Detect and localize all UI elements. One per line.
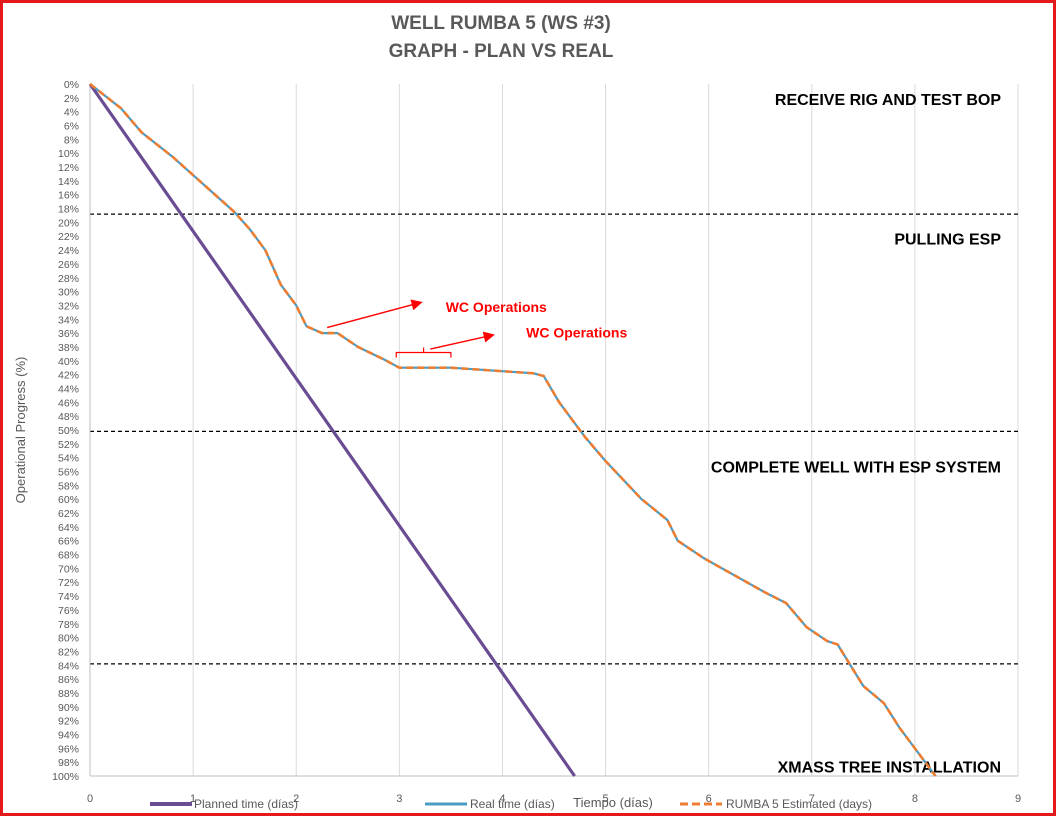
- y-tick-label: 36%: [58, 328, 79, 340]
- y-tick-label: 34%: [58, 314, 79, 326]
- y-tick-label: 86%: [58, 674, 79, 686]
- y-tick-label: 44%: [58, 383, 79, 395]
- x-tick-label: 2: [293, 793, 299, 805]
- y-tick-label: 2%: [64, 93, 79, 105]
- series-line-1: [88, 83, 576, 777]
- x-axis-title: Tiempo (días): [573, 795, 653, 810]
- y-tick-label: 46%: [58, 397, 79, 409]
- y-tick-label: 48%: [58, 411, 79, 423]
- y-tick-label: 84%: [58, 660, 79, 672]
- phase-label: PULLING ESP: [894, 231, 1001, 248]
- chart-title: WELL RUMBA 5 (WS #3): [391, 13, 611, 34]
- y-tick-label: 30%: [58, 287, 79, 299]
- chart-subtitle: GRAPH - PLAN VS REAL: [388, 41, 614, 62]
- y-tick-label: 100%: [52, 771, 79, 783]
- y-tick-label: 94%: [58, 729, 79, 741]
- y-tick-label: 16%: [58, 190, 79, 202]
- y-tick-label: 12%: [58, 162, 79, 174]
- phase-label: RECEIVE RIG AND TEST BOP: [775, 92, 1001, 109]
- y-tick-label: 78%: [58, 619, 79, 631]
- y-tick-label: 72%: [58, 577, 79, 589]
- legend: Planned time (días) Real time (días) RUMBA…: [150, 797, 872, 811]
- y-tick-label: 28%: [58, 273, 79, 285]
- phase-dividers: RECEIVE RIG AND TEST BOP PULLING ESP COMPL…: [90, 92, 1018, 776]
- y-tick-label: 38%: [58, 342, 79, 354]
- x-tick-label: 5: [602, 793, 608, 805]
- legend-label-2: Real time (días): [470, 797, 555, 811]
- annotation-arrow: [430, 331, 495, 350]
- series-line-2: [89, 83, 937, 777]
- y-tick-label: 92%: [58, 716, 79, 728]
- y-tick-label: 42%: [58, 370, 79, 382]
- y-tick-label: 8%: [64, 134, 79, 146]
- annotations: WC Operations WC Operations: [326, 299, 627, 358]
- x-tick-label: 1: [190, 793, 196, 805]
- y-tick-label: 10%: [58, 148, 79, 160]
- y-tick-label: 32%: [58, 300, 79, 312]
- x-tick-label: 9: [1015, 793, 1021, 805]
- annotation-arrow: [326, 299, 423, 329]
- y-tick-label: 90%: [58, 702, 79, 714]
- y-tick-label: 76%: [58, 605, 79, 617]
- y-tick-label: 58%: [58, 480, 79, 492]
- axes: 0% 2% 4% 6%8% 10% 12% 14% 16% 18%20% 22% 24% 26% 28%…: [13, 79, 1021, 810]
- y-tick-label: 74%: [58, 591, 79, 603]
- phase-label: XMASS TREE INSTALLATION: [778, 759, 1001, 776]
- annotation-label: WC Operations: [526, 324, 627, 340]
- y-tick-label: 50%: [58, 425, 79, 437]
- x-tick-label: 0: [87, 793, 93, 805]
- y-axis-title: Operational Progress (%): [13, 357, 28, 504]
- x-tick-label: 3: [396, 793, 402, 805]
- legend-label-1: Planned time (días): [194, 797, 298, 811]
- gridlines: [192, 84, 1019, 776]
- y-tick-label: 62%: [58, 508, 79, 520]
- annotation-brace: [395, 347, 452, 358]
- x-tick-label: 7: [809, 793, 815, 805]
- y-tick-label: 82%: [58, 646, 79, 658]
- y-tick-label: 18%: [58, 204, 79, 216]
- y-tick-label: 26%: [58, 259, 79, 271]
- x-tick-label: 6: [706, 793, 712, 805]
- legend-label-3: RUMBA 5 Estimated (days): [726, 797, 872, 811]
- series-lines: [88, 82, 937, 777]
- y-tick-label: 70%: [58, 563, 79, 575]
- y-tick-label: 22%: [58, 231, 79, 243]
- y-tick-label: 96%: [58, 743, 79, 755]
- y-tick-label: 64%: [58, 522, 79, 534]
- y-tick-label: 66%: [58, 536, 79, 548]
- phase-label: COMPLETE WELL WITH ESP SYSTEM: [711, 460, 1001, 477]
- y-tick-label: 60%: [58, 494, 79, 506]
- y-tick-label: 4%: [64, 107, 79, 119]
- x-tick-label: 8: [912, 793, 918, 805]
- y-tick-label: 24%: [58, 245, 79, 257]
- y-tick-label: 14%: [58, 176, 79, 188]
- y-tick-label: 6%: [64, 121, 79, 133]
- y-tick-label: 88%: [58, 688, 79, 700]
- y-tick-label: 52%: [58, 439, 79, 451]
- y-tick-label: 20%: [58, 217, 79, 229]
- x-tick-label: 4: [499, 793, 505, 805]
- y-tick-label: 68%: [58, 550, 79, 562]
- y-tick-label: 98%: [58, 757, 79, 769]
- annotation-label: WC Operations: [446, 299, 547, 315]
- y-tick-label: 40%: [58, 356, 79, 368]
- y-tick-label: 0%: [64, 79, 79, 91]
- y-tick-label: 54%: [58, 453, 79, 465]
- y-tick-label: 80%: [58, 633, 79, 645]
- y-tick-label: 56%: [58, 467, 79, 479]
- chart-title-block: WELL RUMBA 5 (WS #3) GRAPH - PLAN VS REA…: [0, 10, 1002, 66]
- series-line-3: [89, 82, 937, 777]
